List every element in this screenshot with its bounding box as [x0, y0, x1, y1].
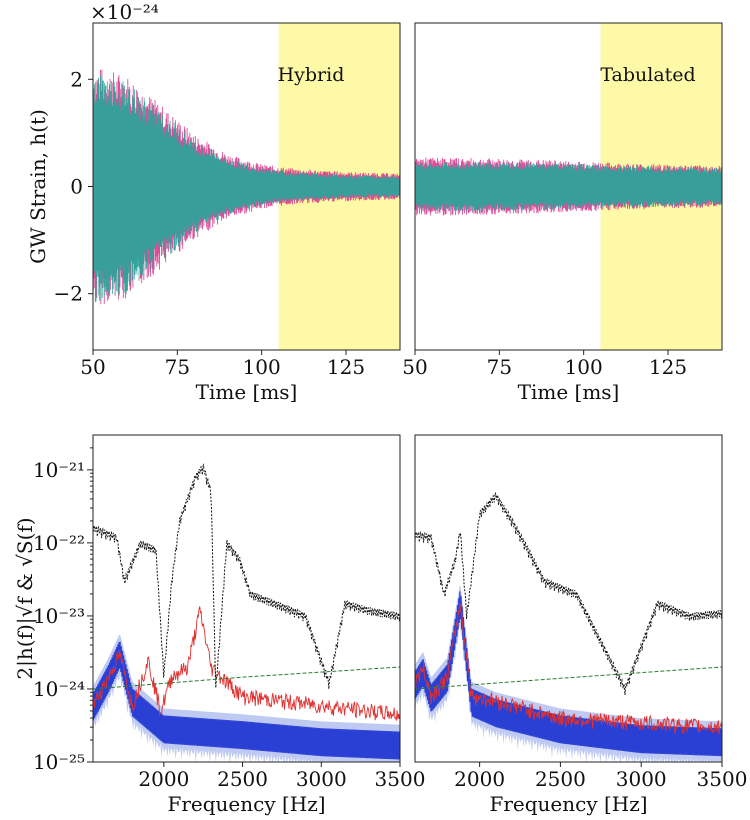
panel-bottom-left: 2000 2500 3000 3500 Frequency [Hz] 10⁻²⁵ 10⁻²⁴…: [13, 434, 426, 816]
x-tick-label: 3000: [616, 767, 667, 791]
x-axis-label: Frequency [Hz]: [167, 792, 325, 816]
axes-frame: [414, 22, 723, 351]
panel-annotation: Hybrid: [278, 64, 345, 86]
y-axis-label: 2|h(f)|√f & √S(f): [13, 517, 38, 679]
x-tick-label: 2000: [454, 767, 505, 791]
y-tick-label: 10⁻²²: [33, 531, 85, 555]
x-tick-label: 2000: [138, 767, 189, 791]
series-green-dashed: [415, 666, 722, 690]
series-teal: [414, 161, 723, 212]
y-tick-label: −2: [54, 282, 83, 306]
axes-frame: [92, 434, 401, 763]
x-tick-label: 100: [243, 355, 281, 379]
series-black-dotted: [415, 492, 722, 696]
y-tick-label: 10⁻²¹: [33, 458, 85, 482]
x-tick-label: 50: [80, 355, 105, 379]
y-tick-label: 10⁻²⁵: [33, 750, 85, 774]
x-tick-label: 75: [487, 355, 512, 379]
y-axis-label: GW Strain, h(t): [26, 109, 50, 264]
series-blue: [415, 591, 722, 757]
y-tick-label: 0: [70, 175, 83, 199]
x-axis-label: Time [ms]: [196, 380, 298, 404]
panel-bottom-right: 2000 2500 3000 3500 Frequency [Hz]: [414, 434, 748, 816]
x-tick-label: 3500: [697, 767, 748, 791]
plot-area: [93, 463, 400, 762]
y-tick-label: 2: [70, 67, 83, 91]
plot-area: [415, 492, 722, 762]
x-tick-label: 3000: [296, 767, 347, 791]
series-magenta: [414, 157, 723, 216]
series-red: [415, 602, 722, 735]
x-axis-label: Frequency [Hz]: [489, 792, 647, 816]
x-tick-label: 2500: [535, 767, 586, 791]
x-tick-label: 125: [649, 355, 687, 379]
panel-top-right: 50 75 100 125 Time [ms] Tabulated: [402, 22, 723, 404]
x-tick-label: 125: [327, 355, 365, 379]
x-tick-label: 50: [402, 355, 427, 379]
panel-annotation: Tabulated: [600, 64, 695, 86]
series-blue: [93, 641, 400, 760]
series-green-dashed: [93, 666, 400, 690]
series-teal: [92, 75, 401, 302]
series-black-dotted: [93, 463, 400, 689]
panel-top-left: 50 75 100 125 Time [ms] Hybrid −2 0 2 ×10⁻²⁴ GW St…: [26, 0, 401, 404]
x-tick-label: 100: [565, 355, 603, 379]
series-red: [93, 606, 400, 721]
x-tick-label: 3500: [375, 767, 426, 791]
x-axis-label: Time [ms]: [518, 380, 620, 404]
y-tick-label: 10⁻²³: [33, 604, 85, 628]
x-tick-label: 2500: [217, 767, 268, 791]
axes-frame: [414, 434, 723, 763]
y-tick-label: 10⁻²⁴: [33, 677, 85, 701]
x-tick-label: 75: [165, 355, 190, 379]
y-multiplier: ×10⁻²⁴: [90, 0, 159, 24]
